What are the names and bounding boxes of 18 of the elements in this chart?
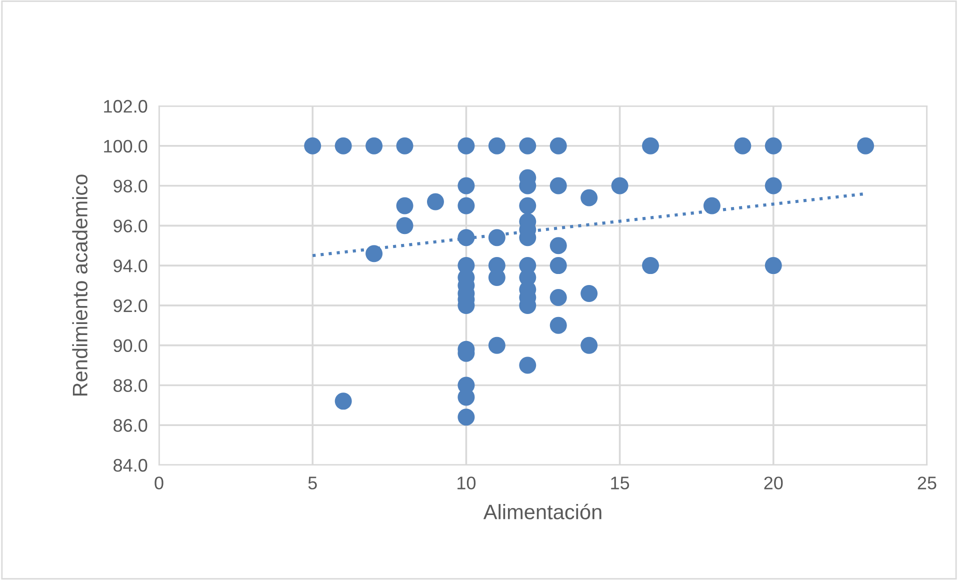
- x-tick-label: 10: [458, 476, 476, 490]
- x-tick-label: 20: [764, 476, 783, 490]
- y-tick-label: 102.0: [104, 100, 148, 113]
- y-tick-label: 98.0: [114, 180, 148, 192]
- x-tick-label: 15: [611, 476, 630, 490]
- y-tick-label: 96.0: [114, 220, 148, 232]
- y-tick-label: 84.0: [114, 458, 148, 472]
- y-tick-label: 88.0: [114, 379, 148, 392]
- y-tick-label: 100.0: [104, 140, 148, 153]
- x-tick-label: 0: [154, 476, 164, 490]
- x-tick-label: 5: [308, 476, 317, 490]
- x-tick-label: 25: [918, 476, 936, 490]
- y-tick-label: 92.0: [114, 299, 148, 312]
- y-tick-label: 90.0: [114, 339, 148, 352]
- y-axis-title: Rendimiento academico: [72, 174, 88, 396]
- y-tick-label: 86.0: [114, 419, 148, 432]
- y-tick-label: 94.0: [114, 259, 148, 272]
- x-axis-title: Alimentación: [483, 504, 602, 520]
